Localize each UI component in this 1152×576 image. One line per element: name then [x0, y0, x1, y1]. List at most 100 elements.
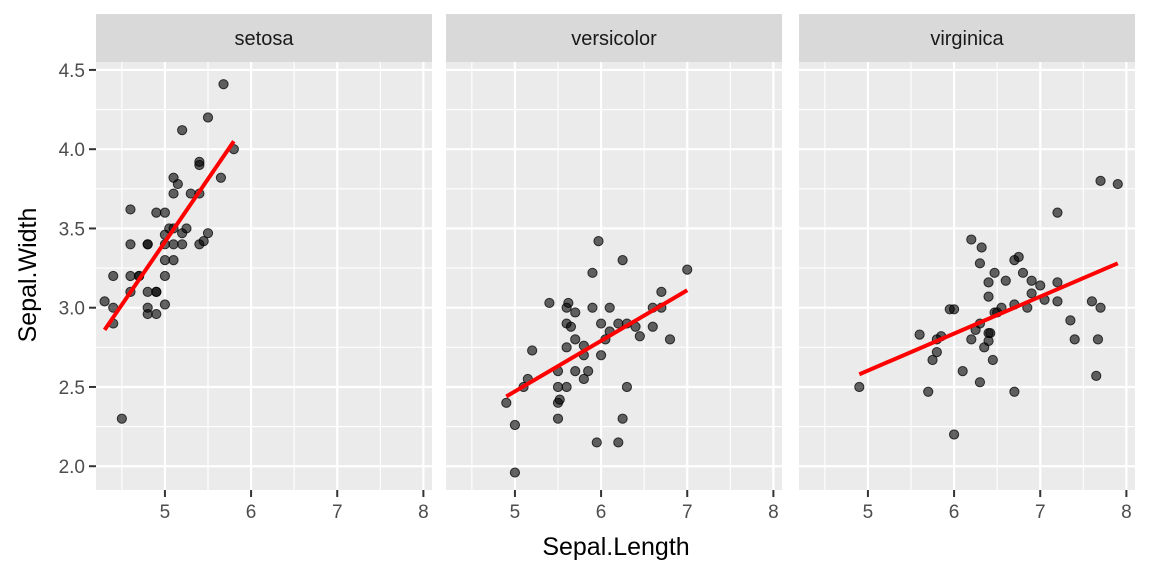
- data-point: [983, 277, 994, 288]
- x-axis-title: Sepal.Length: [542, 533, 689, 561]
- data-point: [634, 331, 645, 342]
- y-axis: 2.0 2.5 3.0 3.5 4.0 4.5: [59, 61, 96, 478]
- data-point: [194, 156, 205, 167]
- data-point: [914, 329, 925, 340]
- x-tick-label: 7: [1035, 502, 1046, 523]
- data-point: [168, 188, 179, 199]
- facet-strip-label: setosa: [235, 28, 295, 50]
- data-point: [1009, 386, 1020, 397]
- data-point: [561, 342, 572, 353]
- panel-background: [96, 62, 432, 490]
- data-point: [99, 296, 110, 307]
- x-tick-label: 8: [418, 502, 429, 523]
- data-point: [985, 327, 996, 339]
- facet-strip-label: virginica: [930, 28, 1004, 50]
- x-tick-label: 8: [1121, 502, 1132, 523]
- x-tick-label: 5: [160, 502, 171, 523]
- data-point: [116, 413, 127, 424]
- data-point: [595, 350, 607, 361]
- data-point: [1017, 267, 1029, 278]
- data-point: [1052, 277, 1063, 288]
- data-point: [509, 467, 521, 478]
- x-tick-label: 8: [768, 502, 779, 523]
- data-point: [552, 381, 564, 393]
- data-point: [151, 286, 162, 297]
- data-point: [593, 236, 604, 247]
- data-point: [1052, 207, 1063, 218]
- facet-strip-label: versicolor: [571, 28, 657, 50]
- data-point: [151, 207, 162, 218]
- data-point: [1092, 334, 1104, 345]
- data-point: [1065, 315, 1076, 326]
- panel-background: [446, 62, 782, 490]
- x-tick-label: 6: [949, 502, 960, 523]
- x-tick-label: 5: [510, 502, 521, 523]
- data-point: [621, 381, 633, 393]
- data-point: [509, 419, 521, 431]
- x-axis: 5 6 7 8 5 6 7 8 5 6 7 8: [160, 490, 1132, 523]
- data-point: [974, 377, 986, 388]
- data-point: [563, 297, 574, 309]
- data-point: [613, 437, 624, 448]
- data-point: [989, 267, 1000, 278]
- data-point: [1086, 296, 1098, 307]
- data-point: [501, 397, 512, 408]
- y-tick-label: 4.0: [59, 140, 85, 161]
- regression-line: [505, 288, 689, 399]
- facet-panels: setosa versicolor virginica: [96, 14, 1135, 490]
- data-point: [142, 286, 153, 297]
- data-point: [177, 239, 188, 250]
- x-tick-label: 7: [332, 502, 343, 523]
- data-point: [604, 302, 615, 313]
- data-point: [202, 112, 214, 123]
- y-tick-label: 2.5: [59, 378, 85, 399]
- data-point: [527, 345, 538, 356]
- data-point: [177, 125, 188, 136]
- data-point: [1013, 251, 1024, 263]
- data-point: [172, 178, 183, 190]
- data-point: [1091, 370, 1102, 381]
- data-point: [923, 386, 934, 397]
- facet-setosa: setosa: [96, 14, 432, 490]
- data-point: [957, 366, 968, 377]
- data-point: [974, 258, 986, 269]
- facet-strip: [446, 14, 782, 62]
- data-point: [1026, 275, 1037, 286]
- data-point: [682, 264, 693, 275]
- data-point: [570, 307, 581, 318]
- data-point: [159, 207, 171, 218]
- data-point: [656, 286, 667, 297]
- x-tick-label: 5: [863, 502, 874, 523]
- data-point: [552, 413, 564, 424]
- y-tick-label: 2.0: [59, 457, 85, 478]
- x-tick-label: 7: [682, 502, 693, 523]
- data-point: [617, 413, 628, 424]
- data-point: [983, 291, 994, 302]
- data-point: [966, 334, 977, 345]
- data-point: [168, 255, 179, 266]
- data-point: [976, 242, 987, 253]
- data-point: [931, 346, 942, 358]
- panel-background: [799, 62, 1135, 490]
- y-tick-label: 3.0: [59, 299, 85, 320]
- data-point: [125, 270, 136, 282]
- data-point: [1112, 178, 1123, 190]
- data-point: [125, 204, 136, 215]
- data-point: [583, 366, 594, 377]
- data-point: [1035, 280, 1046, 291]
- regression-line: [102, 140, 236, 332]
- data-point: [215, 172, 227, 183]
- x-tick-label: 6: [246, 502, 257, 523]
- data-point: [617, 255, 628, 266]
- data-point: [544, 297, 555, 309]
- data-point: [159, 255, 171, 266]
- data-point: [570, 334, 581, 345]
- data-point: [565, 321, 577, 332]
- data-point: [966, 234, 977, 245]
- x-tick-label: 6: [596, 502, 607, 523]
- data-point: [125, 239, 136, 250]
- data-point: [181, 223, 192, 234]
- data-point: [854, 381, 865, 393]
- data-point: [587, 302, 598, 313]
